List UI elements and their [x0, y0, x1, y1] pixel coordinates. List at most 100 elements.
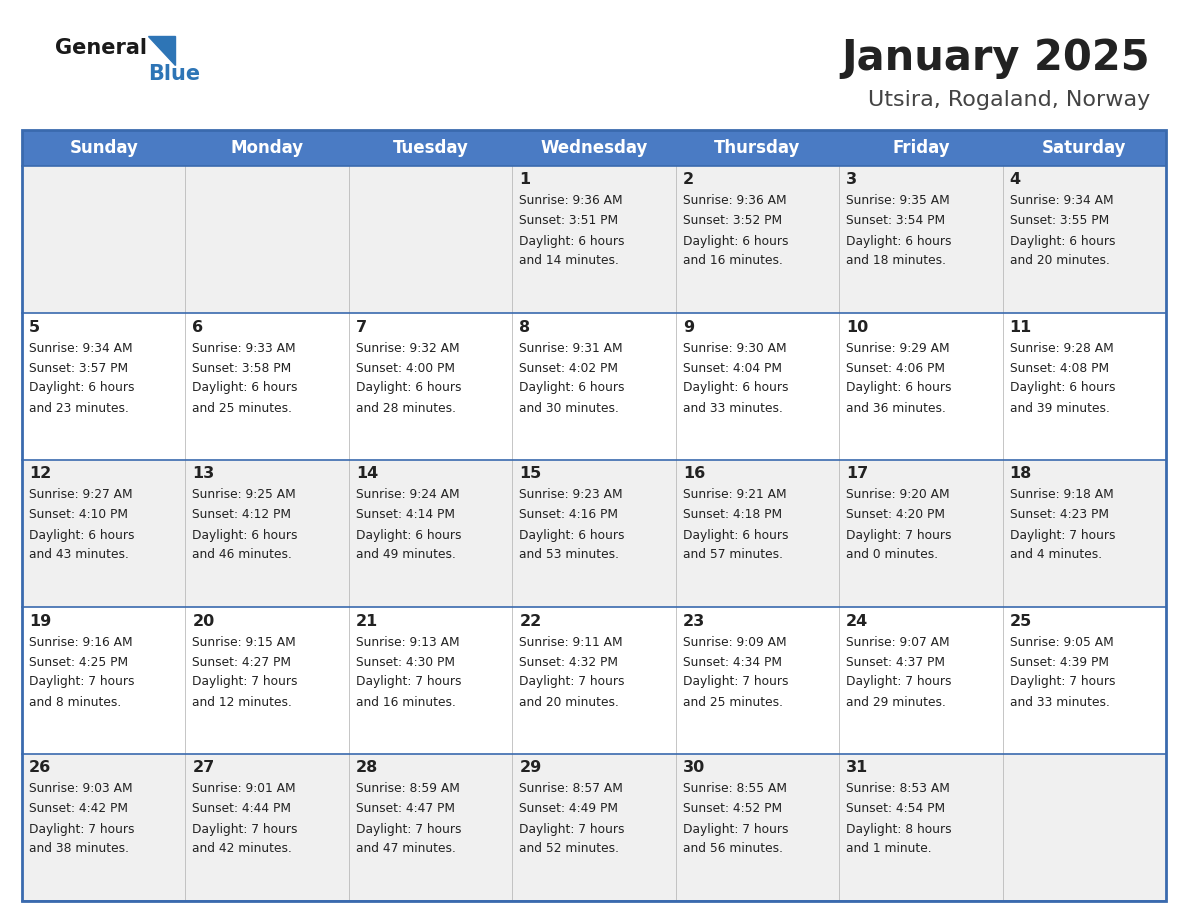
Text: Sunrise: 9:34 AM: Sunrise: 9:34 AM: [29, 341, 133, 354]
Text: Sunrise: 9:15 AM: Sunrise: 9:15 AM: [192, 635, 296, 648]
Text: Daylight: 6 hours: Daylight: 6 hours: [1010, 234, 1116, 248]
Text: Thursday: Thursday: [714, 139, 801, 157]
Text: Sunday: Sunday: [69, 139, 138, 157]
Text: Sunset: 4:52 PM: Sunset: 4:52 PM: [683, 802, 782, 815]
Text: Daylight: 6 hours: Daylight: 6 hours: [356, 529, 461, 542]
Text: Daylight: 6 hours: Daylight: 6 hours: [846, 234, 952, 248]
Text: Blue: Blue: [148, 64, 200, 84]
Text: Sunrise: 9:30 AM: Sunrise: 9:30 AM: [683, 341, 786, 354]
Text: and 20 minutes.: and 20 minutes.: [1010, 254, 1110, 267]
Text: Sunset: 4:30 PM: Sunset: 4:30 PM: [356, 655, 455, 668]
Text: Daylight: 7 hours: Daylight: 7 hours: [29, 823, 134, 835]
Text: Sunset: 3:57 PM: Sunset: 3:57 PM: [29, 362, 128, 375]
Text: 2: 2: [683, 173, 694, 187]
Text: Sunset: 4:16 PM: Sunset: 4:16 PM: [519, 509, 618, 521]
Text: 12: 12: [29, 466, 51, 482]
Text: Sunset: 4:27 PM: Sunset: 4:27 PM: [192, 655, 291, 668]
Text: and 28 minutes.: and 28 minutes.: [356, 401, 456, 415]
Text: Sunrise: 9:09 AM: Sunrise: 9:09 AM: [683, 635, 786, 648]
Text: Sunset: 4:49 PM: Sunset: 4:49 PM: [519, 802, 618, 815]
Text: and 47 minutes.: and 47 minutes.: [356, 843, 456, 856]
Text: Sunrise: 9:03 AM: Sunrise: 9:03 AM: [29, 782, 133, 796]
Text: Sunrise: 9:07 AM: Sunrise: 9:07 AM: [846, 635, 949, 648]
Text: 14: 14: [356, 466, 378, 482]
Text: Daylight: 6 hours: Daylight: 6 hours: [846, 382, 952, 395]
Text: 27: 27: [192, 760, 215, 776]
Text: Sunrise: 8:55 AM: Sunrise: 8:55 AM: [683, 782, 786, 796]
Text: 8: 8: [519, 319, 530, 334]
Text: Daylight: 7 hours: Daylight: 7 hours: [519, 823, 625, 835]
Text: Saturday: Saturday: [1042, 139, 1126, 157]
Text: and 16 minutes.: and 16 minutes.: [356, 696, 456, 709]
Text: Sunrise: 9:16 AM: Sunrise: 9:16 AM: [29, 635, 133, 648]
Text: Sunset: 4:34 PM: Sunset: 4:34 PM: [683, 655, 782, 668]
Bar: [23, 607, 1165, 754]
Text: and 4 minutes.: and 4 minutes.: [1010, 548, 1101, 562]
Text: and 42 minutes.: and 42 minutes.: [192, 843, 292, 856]
Text: 25: 25: [1010, 613, 1032, 629]
Text: January 2025: January 2025: [841, 37, 1150, 79]
Bar: [23, 460, 1165, 607]
Text: and 53 minutes.: and 53 minutes.: [519, 548, 619, 562]
Text: Sunset: 4:54 PM: Sunset: 4:54 PM: [846, 802, 946, 815]
Text: and 57 minutes.: and 57 minutes.: [683, 548, 783, 562]
Text: 31: 31: [846, 760, 868, 776]
Text: Sunset: 3:55 PM: Sunset: 3:55 PM: [1010, 215, 1108, 228]
Text: 29: 29: [519, 760, 542, 776]
Bar: [23, 166, 1165, 313]
Text: Daylight: 7 hours: Daylight: 7 hours: [29, 676, 134, 688]
Text: and 33 minutes.: and 33 minutes.: [683, 401, 783, 415]
Polygon shape: [148, 36, 175, 65]
Text: Daylight: 7 hours: Daylight: 7 hours: [519, 676, 625, 688]
Text: Sunset: 4:25 PM: Sunset: 4:25 PM: [29, 655, 128, 668]
Text: and 23 minutes.: and 23 minutes.: [29, 401, 128, 415]
Text: Sunrise: 9:25 AM: Sunrise: 9:25 AM: [192, 488, 296, 501]
Text: 20: 20: [192, 613, 215, 629]
Text: Daylight: 8 hours: Daylight: 8 hours: [846, 823, 952, 835]
Text: Daylight: 6 hours: Daylight: 6 hours: [1010, 382, 1116, 395]
Text: Sunrise: 9:11 AM: Sunrise: 9:11 AM: [519, 635, 623, 648]
Text: and 12 minutes.: and 12 minutes.: [192, 696, 292, 709]
Text: Sunset: 4:32 PM: Sunset: 4:32 PM: [519, 655, 618, 668]
Text: General: General: [55, 38, 147, 58]
Text: Daylight: 7 hours: Daylight: 7 hours: [846, 676, 952, 688]
Text: and 8 minutes.: and 8 minutes.: [29, 696, 121, 709]
Text: Sunset: 4:10 PM: Sunset: 4:10 PM: [29, 509, 128, 521]
Text: and 38 minutes.: and 38 minutes.: [29, 843, 129, 856]
Text: Daylight: 6 hours: Daylight: 6 hours: [192, 382, 298, 395]
Text: Daylight: 6 hours: Daylight: 6 hours: [683, 529, 788, 542]
Text: 7: 7: [356, 319, 367, 334]
Text: Sunrise: 9:23 AM: Sunrise: 9:23 AM: [519, 488, 623, 501]
Text: 26: 26: [29, 760, 51, 776]
Text: and 25 minutes.: and 25 minutes.: [683, 696, 783, 709]
Text: Sunrise: 9:34 AM: Sunrise: 9:34 AM: [1010, 195, 1113, 207]
Text: and 1 minute.: and 1 minute.: [846, 843, 931, 856]
Text: Sunrise: 9:18 AM: Sunrise: 9:18 AM: [1010, 488, 1113, 501]
Text: Sunrise: 9:33 AM: Sunrise: 9:33 AM: [192, 341, 296, 354]
Text: Sunset: 4:39 PM: Sunset: 4:39 PM: [1010, 655, 1108, 668]
Text: Sunrise: 9:36 AM: Sunrise: 9:36 AM: [519, 195, 623, 207]
Text: 15: 15: [519, 466, 542, 482]
Bar: [23, 313, 1165, 460]
Text: 22: 22: [519, 613, 542, 629]
Text: Sunset: 3:52 PM: Sunset: 3:52 PM: [683, 215, 782, 228]
Text: Sunrise: 8:59 AM: Sunrise: 8:59 AM: [356, 782, 460, 796]
Text: Sunrise: 9:36 AM: Sunrise: 9:36 AM: [683, 195, 786, 207]
Text: Sunset: 4:06 PM: Sunset: 4:06 PM: [846, 362, 946, 375]
Bar: [23, 130, 1165, 166]
Text: Friday: Friday: [892, 139, 949, 157]
Text: and 18 minutes.: and 18 minutes.: [846, 254, 946, 267]
Text: Sunset: 4:12 PM: Sunset: 4:12 PM: [192, 509, 291, 521]
Text: 3: 3: [846, 173, 858, 187]
Text: Daylight: 7 hours: Daylight: 7 hours: [1010, 529, 1116, 542]
Text: 10: 10: [846, 319, 868, 334]
Text: Sunrise: 9:32 AM: Sunrise: 9:32 AM: [356, 341, 460, 354]
Text: and 33 minutes.: and 33 minutes.: [1010, 696, 1110, 709]
Text: Sunset: 4:23 PM: Sunset: 4:23 PM: [1010, 509, 1108, 521]
Text: 24: 24: [846, 613, 868, 629]
Text: and 29 minutes.: and 29 minutes.: [846, 696, 946, 709]
Text: Daylight: 6 hours: Daylight: 6 hours: [192, 529, 298, 542]
Text: Monday: Monday: [230, 139, 304, 157]
Text: Sunrise: 9:29 AM: Sunrise: 9:29 AM: [846, 341, 949, 354]
Text: and 56 minutes.: and 56 minutes.: [683, 843, 783, 856]
